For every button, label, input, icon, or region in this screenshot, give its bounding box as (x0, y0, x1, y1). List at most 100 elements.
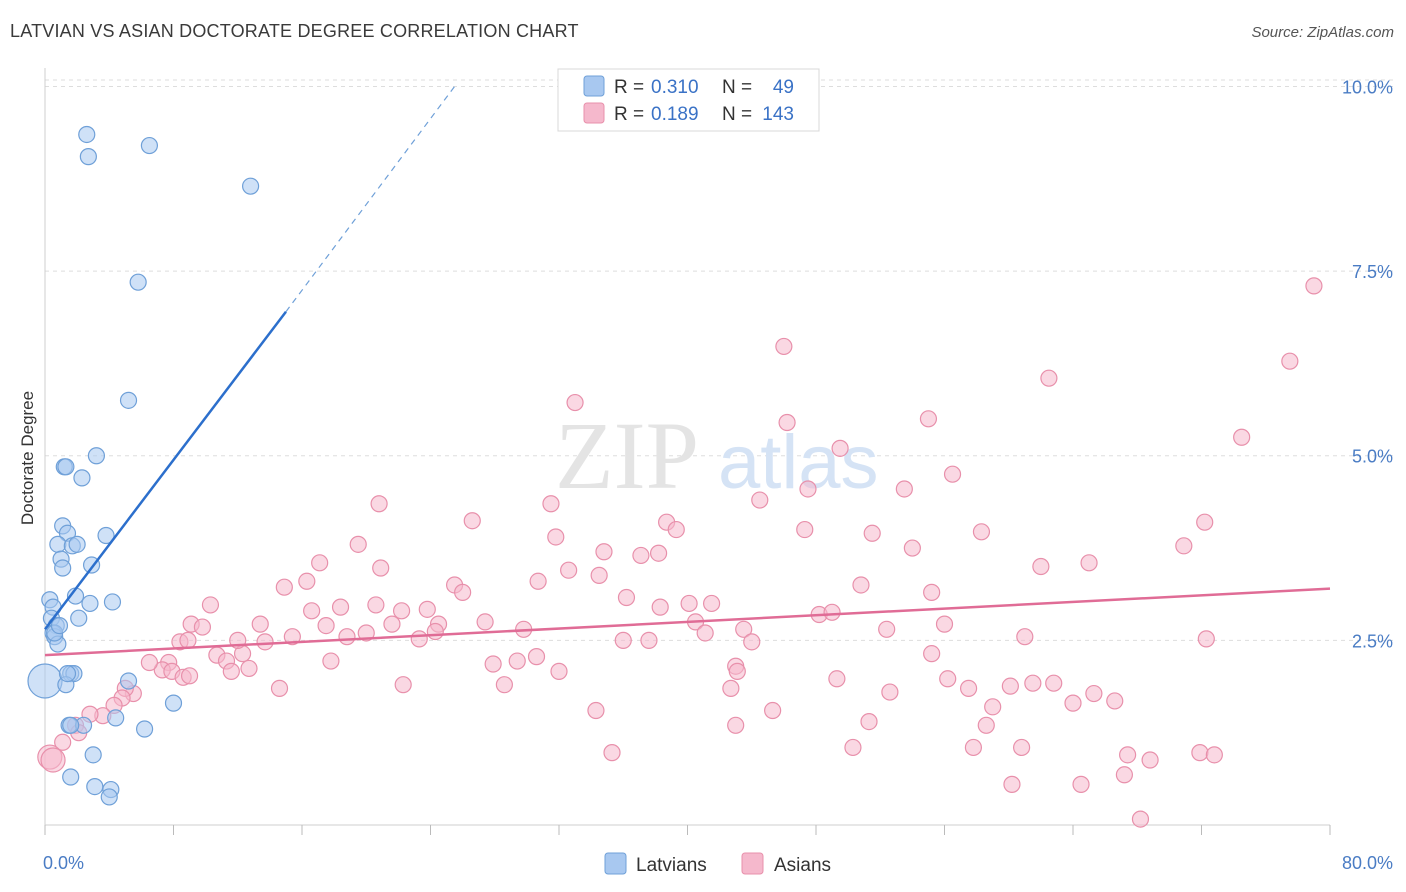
asian-point (743, 633, 761, 651)
asian-point (603, 744, 621, 762)
asian-point (331, 598, 350, 616)
asian-point (959, 679, 978, 697)
asian-point (303, 602, 321, 620)
asian-point (1016, 628, 1034, 646)
asian-point (919, 410, 938, 428)
latvian-point (140, 136, 159, 155)
asian-point (1064, 694, 1082, 712)
latvian-point (87, 447, 106, 465)
asian-point (1119, 746, 1137, 764)
asian-point (1205, 746, 1223, 764)
asian-point (1281, 352, 1299, 370)
asian-point (349, 535, 367, 553)
asian-point (1032, 557, 1050, 576)
asian-point (778, 413, 796, 432)
latvian-point (135, 720, 154, 738)
asians-swatch (583, 102, 605, 124)
asian-point (1001, 677, 1019, 695)
legend-asians-swatch[interactable] (741, 852, 764, 875)
asian-point (547, 528, 565, 546)
latvian-point (27, 663, 63, 699)
asian-point (680, 594, 698, 613)
legend-latvians-label: Latvians (636, 855, 707, 876)
asian-point (984, 698, 1002, 716)
asian-point (943, 465, 962, 483)
asian-point (256, 633, 274, 651)
latvian-point (62, 716, 80, 734)
asian-point (1045, 674, 1063, 692)
asian-point (923, 583, 941, 601)
asian-point (357, 624, 375, 642)
asian-point (1106, 692, 1124, 710)
asian-point (1141, 751, 1159, 769)
latvian-point (242, 177, 260, 195)
asian-point (140, 653, 159, 672)
latvian-point (119, 672, 138, 690)
asian-point (322, 652, 340, 670)
asian-point (372, 559, 390, 577)
asian-point (796, 520, 814, 539)
asian-point (903, 539, 921, 557)
asian-point (764, 701, 782, 720)
asian-point (1012, 738, 1031, 757)
latvian-point (73, 469, 91, 487)
asians-r-label: R = (614, 104, 644, 125)
asian-point (702, 594, 721, 613)
latvians-r-label: R = (614, 77, 644, 98)
asian-point (1085, 684, 1103, 703)
asian-point (799, 480, 817, 498)
asian-point (1131, 810, 1150, 828)
series-legend: Latvians Asians (604, 852, 831, 876)
asian-point (977, 716, 995, 734)
asian-point (640, 631, 658, 649)
asian-point (595, 543, 613, 561)
latvians-n-label: N = (722, 77, 752, 98)
latvian-point (164, 694, 183, 712)
asians-n-label: N = (722, 104, 752, 125)
asian-point (240, 659, 258, 678)
asian-point (367, 596, 385, 614)
asian-point (844, 738, 862, 757)
asian-point (617, 588, 636, 607)
latvian-point (81, 594, 99, 613)
stats-legend: R = 0.310 N = 49 R = 0.189 N = 143 (557, 68, 820, 132)
asian-point (370, 495, 388, 513)
watermark: ZIP atlas (555, 402, 879, 509)
asian-point (222, 662, 240, 680)
asian-point (1175, 537, 1193, 555)
asian-point (542, 495, 560, 513)
gridlines (45, 79, 1394, 641)
asian-point (878, 620, 896, 638)
latvians-points (27, 125, 260, 806)
latvians-r-value: 0.310 (651, 77, 699, 98)
latvian-point (119, 391, 138, 409)
asian-point (201, 596, 220, 614)
asian-point (775, 337, 793, 356)
asian-point (410, 630, 428, 648)
asian-point (298, 572, 316, 590)
asian-point (828, 670, 846, 688)
watermark-zip: ZIP (555, 402, 699, 509)
latvian-point (78, 125, 96, 144)
latvian-point (107, 709, 125, 727)
asian-point (550, 662, 568, 680)
asian-point (418, 600, 436, 618)
latvians-trendline (44, 310, 287, 631)
latvian-point (84, 746, 102, 764)
asian-point (394, 676, 412, 694)
y-tick-label: 5.0% (1352, 447, 1393, 467)
asians-n-value: 143 (762, 104, 794, 125)
asian-point (831, 439, 849, 457)
y-axis-label: Doctorate Degree (18, 391, 37, 525)
asian-point (1191, 744, 1209, 762)
latvian-point (62, 768, 80, 786)
asian-point (881, 683, 899, 701)
asian-point (651, 598, 669, 616)
x-tick-label-min: 0.0% (43, 853, 84, 873)
asian-point (1003, 775, 1021, 793)
asian-point (722, 679, 740, 697)
latvian-point (68, 535, 86, 553)
asian-point (275, 578, 293, 596)
legend-latvians-swatch[interactable] (604, 852, 627, 875)
